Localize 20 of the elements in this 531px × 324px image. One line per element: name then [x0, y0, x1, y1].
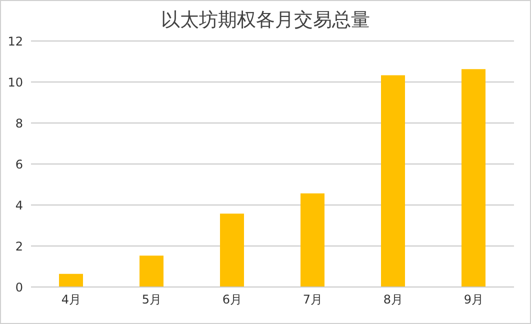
- x-tick-label: 6月: [222, 292, 242, 307]
- bar: [381, 75, 405, 287]
- chart-title: 以太坊期权各月交易总量: [160, 8, 371, 33]
- y-tick-label: 10: [8, 75, 23, 90]
- x-tick-label: 5月: [142, 292, 162, 307]
- bar: [462, 69, 486, 287]
- y-tick-label: 12: [8, 34, 23, 48]
- y-tick-label: 2: [15, 239, 23, 254]
- y-tick-label: 6: [15, 157, 23, 172]
- x-tick-label: 7月: [302, 292, 323, 307]
- y-tick-label: 0: [15, 280, 23, 294]
- x-tick-label: 9月: [464, 292, 484, 307]
- y-tick-label: 8: [15, 116, 23, 130]
- x-tick-label: 8月: [383, 292, 404, 307]
- bar: [300, 193, 324, 287]
- x-tick-label: 4月: [61, 292, 82, 307]
- y-tick-label: 4: [15, 198, 23, 212]
- bar: [59, 274, 83, 287]
- bar: [140, 256, 164, 287]
- bar: [220, 214, 244, 287]
